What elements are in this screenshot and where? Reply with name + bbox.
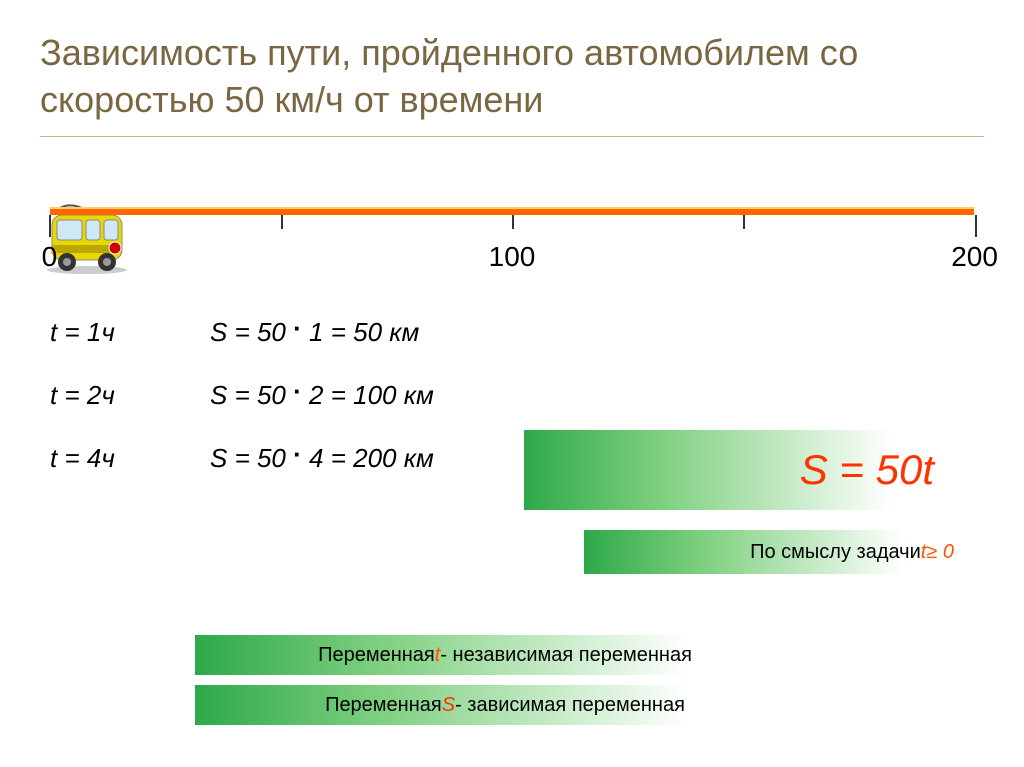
formula-text: S = 50t [800,446,934,494]
formula-box: S = 50t [524,430,984,510]
tick-label: 100 [489,241,536,273]
formula-eq: = 50 [828,446,923,493]
variable-box-2: Переменная S - зависимая переменная [195,685,815,725]
tick [975,215,977,237]
eq-t-2: t = 4ч [50,443,190,474]
var2-var: S [442,694,455,717]
number-line: 0100200 [40,207,984,277]
tick [281,215,283,229]
var1-post: - независимая переменная [440,644,692,667]
var2-pre: Переменная [325,694,442,717]
eq-t-0: t = 1ч [50,317,190,348]
tick [743,215,745,229]
tick [49,215,51,237]
var1-pre: Переменная [318,644,435,667]
var2-post: - зависимая переменная [455,694,685,717]
constraint-text: По смыслу задачи [750,541,921,564]
constraint-cond: ≥ 0 [926,541,954,564]
tick [512,215,514,229]
tick-label: 0 [42,241,58,273]
slide-title: Зависимость пути, пройденного автомобиле… [40,30,984,137]
constraint-box: По смыслу задачи t ≥ 0 [584,530,984,574]
formula-t: t [922,446,934,493]
formula-S: S [800,446,828,493]
eq-t-1: t = 2ч [50,380,190,411]
eq-s-1: S = 50 · 2 = 100 км [210,380,490,411]
eq-s-0: S = 50 · 1 = 50 км [210,317,490,348]
tick-label: 200 [951,241,998,273]
eq-s-2: S = 50 · 4 = 200 км [210,443,490,474]
line-track [50,207,974,215]
variable-box-1: Переменная t - независимая переменная [195,635,815,675]
